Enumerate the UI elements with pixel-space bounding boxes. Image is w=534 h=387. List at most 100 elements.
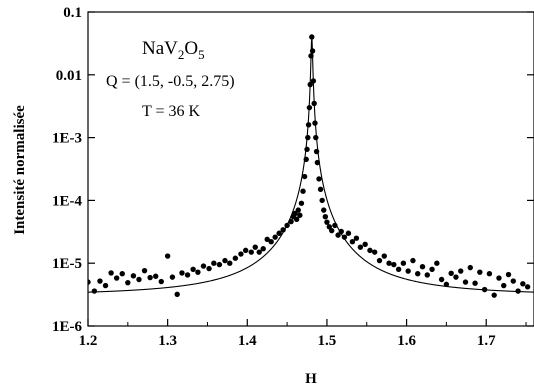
- data-point: [147, 274, 153, 281]
- data-point: [248, 249, 254, 255]
- data-point: [97, 278, 103, 284]
- data-point: [505, 271, 512, 278]
- data-point: [313, 148, 320, 155]
- y-tick-label: 0.1: [63, 5, 82, 21]
- data-point: [332, 222, 338, 229]
- data-point: [458, 268, 464, 274]
- data-point: [308, 53, 314, 59]
- data-point: [467, 264, 473, 271]
- temperature-label: T = 36 K: [142, 103, 201, 120]
- data-point: [264, 236, 270, 243]
- data-point: [443, 281, 450, 288]
- y-tick-label: 1E-5: [52, 256, 82, 272]
- data-point: [268, 239, 274, 245]
- data-point: [400, 260, 407, 266]
- data-point: [472, 280, 478, 286]
- data-point: [195, 269, 201, 275]
- data-point: [309, 34, 315, 40]
- data-point: [501, 282, 507, 289]
- data-point: [256, 249, 262, 255]
- data-point: [520, 281, 526, 287]
- data-point: [362, 241, 368, 247]
- data-point: [453, 274, 459, 280]
- data-point: [136, 276, 142, 283]
- x-tick-label: 1.6: [397, 333, 416, 349]
- data-point: [303, 156, 309, 163]
- data-point: [510, 278, 516, 284]
- data-point: [491, 292, 497, 298]
- data-point: [434, 260, 440, 266]
- data-point: [410, 257, 416, 264]
- data-point: [312, 120, 318, 126]
- compound-label: NaV2O5: [142, 38, 205, 62]
- x-ticks: 1.2 1.3 1.4 1.5 1.6 1.7: [79, 319, 527, 349]
- data-point: [153, 273, 159, 279]
- data-point: [130, 273, 137, 279]
- data-point: [91, 288, 98, 294]
- data-point: [304, 146, 310, 153]
- q-vector-label: Q = (1.5, -0.5, 2.75): [106, 73, 235, 90]
- data-point: [316, 176, 322, 182]
- data-point: [314, 159, 321, 166]
- data-point: [496, 275, 502, 281]
- y-tick-label: 1E-3: [52, 131, 82, 147]
- data-point: [338, 228, 344, 235]
- data-point: [288, 218, 294, 225]
- data-point: [321, 207, 327, 213]
- data-point: [310, 78, 317, 84]
- data-point: [179, 270, 185, 276]
- data-point: [322, 214, 329, 220]
- data-point: [329, 227, 335, 234]
- data-point: [357, 244, 364, 250]
- data-point: [486, 271, 493, 277]
- data-points: [88, 34, 531, 298]
- x-tick-label: 1.5: [318, 333, 337, 349]
- data-point: [477, 269, 483, 275]
- data-point: [395, 266, 402, 272]
- data-point: [300, 188, 306, 194]
- y-tick-label: 1E-6: [52, 319, 83, 335]
- data-point: [125, 279, 131, 286]
- data-point: [252, 244, 258, 250]
- data-point: [298, 200, 305, 206]
- data-point: [391, 261, 397, 268]
- x-axis-title: H: [305, 371, 317, 387]
- data-point: [222, 257, 228, 264]
- data-point: [190, 266, 196, 272]
- data-point: [238, 251, 244, 257]
- data-point: [200, 263, 207, 269]
- data-point: [293, 216, 300, 222]
- data-point: [353, 235, 360, 241]
- data-point: [211, 260, 217, 266]
- data-point: [419, 263, 426, 270]
- data-point: [313, 134, 319, 141]
- data-point: [119, 271, 125, 277]
- data-point: [524, 284, 531, 290]
- data-point: [284, 222, 290, 229]
- data-point: [242, 247, 249, 254]
- data-point: [376, 257, 383, 264]
- data-point: [102, 282, 109, 289]
- data-point: [295, 207, 301, 213]
- data-point: [367, 247, 373, 254]
- data-point: [319, 197, 325, 204]
- data-point: [515, 288, 521, 294]
- data-point: [184, 272, 191, 278]
- x-tick-label: 1.4: [238, 333, 257, 349]
- data-point: [108, 270, 114, 276]
- data-point: [169, 274, 176, 280]
- y-tick-label: 1E-4: [52, 193, 83, 209]
- data-point: [381, 253, 387, 259]
- data-point: [326, 224, 333, 230]
- data-point: [307, 81, 313, 88]
- data-point: [424, 272, 430, 278]
- y-ticks: 1E-6 1E-5 1E-4 1E-3 0.01 0.1: [52, 5, 534, 335]
- data-point: [405, 268, 411, 274]
- data-point: [260, 246, 266, 252]
- data-point: [297, 212, 303, 218]
- data-point: [386, 260, 392, 266]
- data-point: [306, 104, 313, 111]
- data-point: [372, 249, 378, 255]
- data-point: [301, 173, 308, 180]
